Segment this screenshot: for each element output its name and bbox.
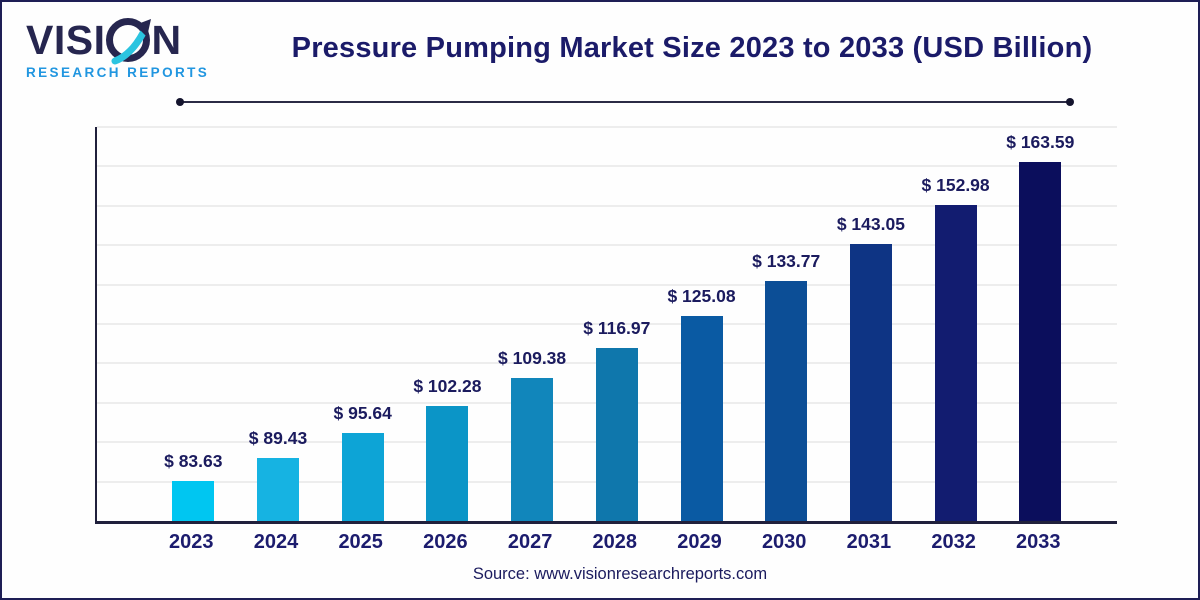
logo-o-mark: [106, 18, 152, 65]
logo: VISI N RESEARCH REPORTS: [26, 18, 236, 80]
bar-2032: [934, 204, 977, 521]
bar-value-label-2024: $ 89.43: [248, 427, 308, 448]
bar-value-label-2027: $ 109.38: [498, 348, 567, 369]
bar-value-label-2026: $ 102.28: [413, 376, 482, 397]
bar-value-label-2033: $ 163.59: [1006, 132, 1075, 153]
bar-2028: [595, 348, 638, 521]
plot-area: $ 83.63 $ 89.43 $ 95.64 $ 102.28 $ 109.38 $ 1…: [95, 126, 1117, 524]
bar-value-label-2023: $ 83.63: [164, 450, 223, 471]
bar-value-label-2030: $ 133.77: [752, 251, 821, 272]
bar-2027: [511, 378, 554, 521]
bar-value-label-2025: $ 95.64: [333, 402, 392, 423]
x-axis-label-2023: 2023: [169, 531, 214, 553]
gridline: [97, 323, 1117, 325]
x-axis-label-2033: 2033: [1016, 531, 1061, 553]
bar-2033: [1019, 162, 1062, 521]
x-axis-label-2029: 2029: [677, 531, 722, 553]
bar-2024: [257, 457, 299, 521]
x-axis-label-2024: 2024: [253, 531, 299, 553]
title-divider: [176, 98, 1074, 106]
x-axis-label-2030: 2030: [761, 531, 807, 553]
bar-2023: [172, 480, 215, 521]
x-axis-label-2031: 2031: [846, 531, 892, 553]
bar-value-label-2031: $ 143.05: [836, 214, 905, 235]
page-title: Pressure Pumping Market Size 2023 to 203…: [291, 32, 1093, 64]
source-text: Source: www.visionresearchreports.com: [472, 565, 768, 583]
bar-value-label-2029: $ 125.08: [667, 285, 736, 306]
x-axis-label-2032: 2032: [931, 531, 976, 553]
gridline: [97, 165, 1117, 168]
x-axis-label-2027: 2027: [507, 531, 553, 553]
x-axis-label-2025: 2025: [338, 531, 383, 553]
gridline: [97, 283, 1117, 286]
logo-wordmark: VISI N: [26, 17, 236, 65]
bar-value-label-2028: $ 116.97: [583, 318, 651, 338]
x-axis-label-2026: 2026: [423, 531, 468, 553]
divider-right-dot: [1066, 98, 1074, 106]
gridline: [97, 204, 1117, 207]
bar-2031: [849, 244, 892, 521]
gridline: [97, 126, 1117, 128]
bar-2030: [765, 281, 808, 521]
logo-subtitle: RESEARCH REPORTS: [26, 65, 210, 80]
logo-text-suffix: N: [151, 17, 182, 63]
divider-left-dot: [176, 98, 184, 106]
bar-value-label-2032: $ 152.98: [921, 174, 990, 195]
gridline: [97, 244, 1117, 247]
bar-2029: [680, 315, 723, 521]
bar-2026: [426, 406, 469, 521]
x-axis-label-2028: 2028: [592, 531, 638, 553]
bar-2025: [341, 432, 384, 521]
growth-arrow-icon: [111, 19, 152, 65]
logo-text-prefix: VISI: [26, 17, 106, 63]
